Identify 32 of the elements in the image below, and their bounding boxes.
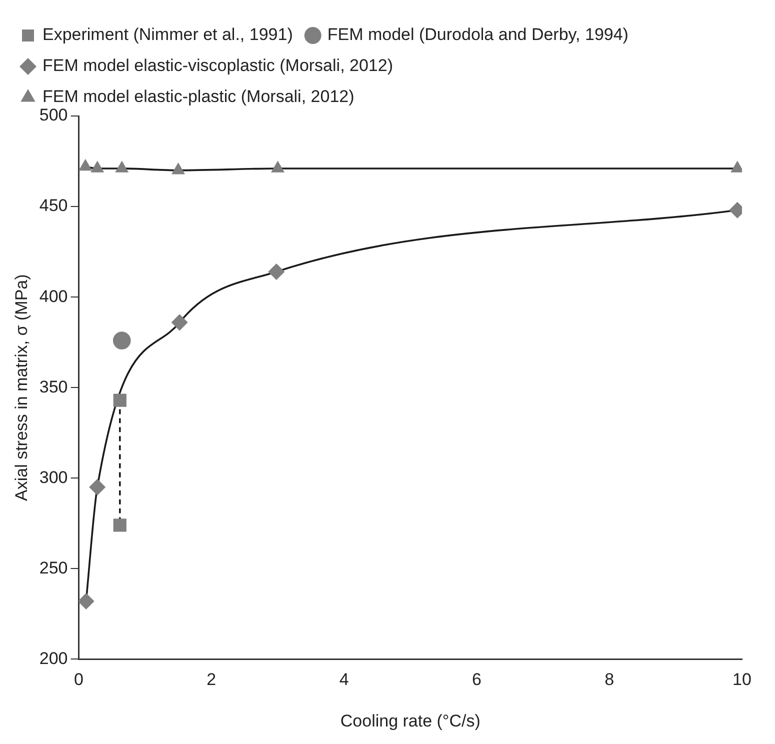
point: [272, 162, 284, 172]
x-tick-label: 2: [206, 670, 216, 690]
point: [731, 162, 742, 172]
legend-label: FEM model (Durodola and Derby, 1994): [327, 25, 628, 44]
x-tick-label: 8: [604, 670, 614, 690]
y-axis-title: Axial stress in matrix, σ (MPa): [12, 274, 31, 502]
x-tick-label: 10: [732, 670, 752, 690]
point: [79, 160, 92, 171]
y-tick-label: 400: [39, 286, 68, 306]
legend-label: FEM model elastic-plastic (Morsali, 2012): [42, 87, 354, 106]
y-tick-label: 350: [39, 377, 68, 396]
point: [116, 162, 128, 172]
y-tick-label: 250: [39, 558, 68, 578]
legend-label: Experiment (Nimmer et al., 1991): [42, 25, 293, 44]
point: [172, 163, 184, 174]
point: [78, 593, 94, 610]
legend-label: FEM model elastic-viscoplastic (Morsali, 2012): [42, 56, 393, 76]
y-tick-label: 200: [39, 648, 68, 668]
x-tick-label: 6: [472, 670, 482, 690]
x-axis-title: Cooling rate (°C/s): [340, 711, 480, 730]
point: [113, 518, 126, 532]
x-tick-label: 0: [74, 670, 84, 690]
point: [89, 479, 106, 496]
y-tick-label: 300: [39, 468, 68, 487]
point: [113, 394, 126, 407]
point: [268, 264, 284, 280]
y-tick-label: 500: [39, 106, 68, 125]
point: [172, 314, 188, 330]
point: [112, 332, 131, 350]
y-tick-label: 450: [39, 196, 68, 216]
point: [91, 162, 104, 172]
x-tick-label: 4: [339, 670, 349, 690]
